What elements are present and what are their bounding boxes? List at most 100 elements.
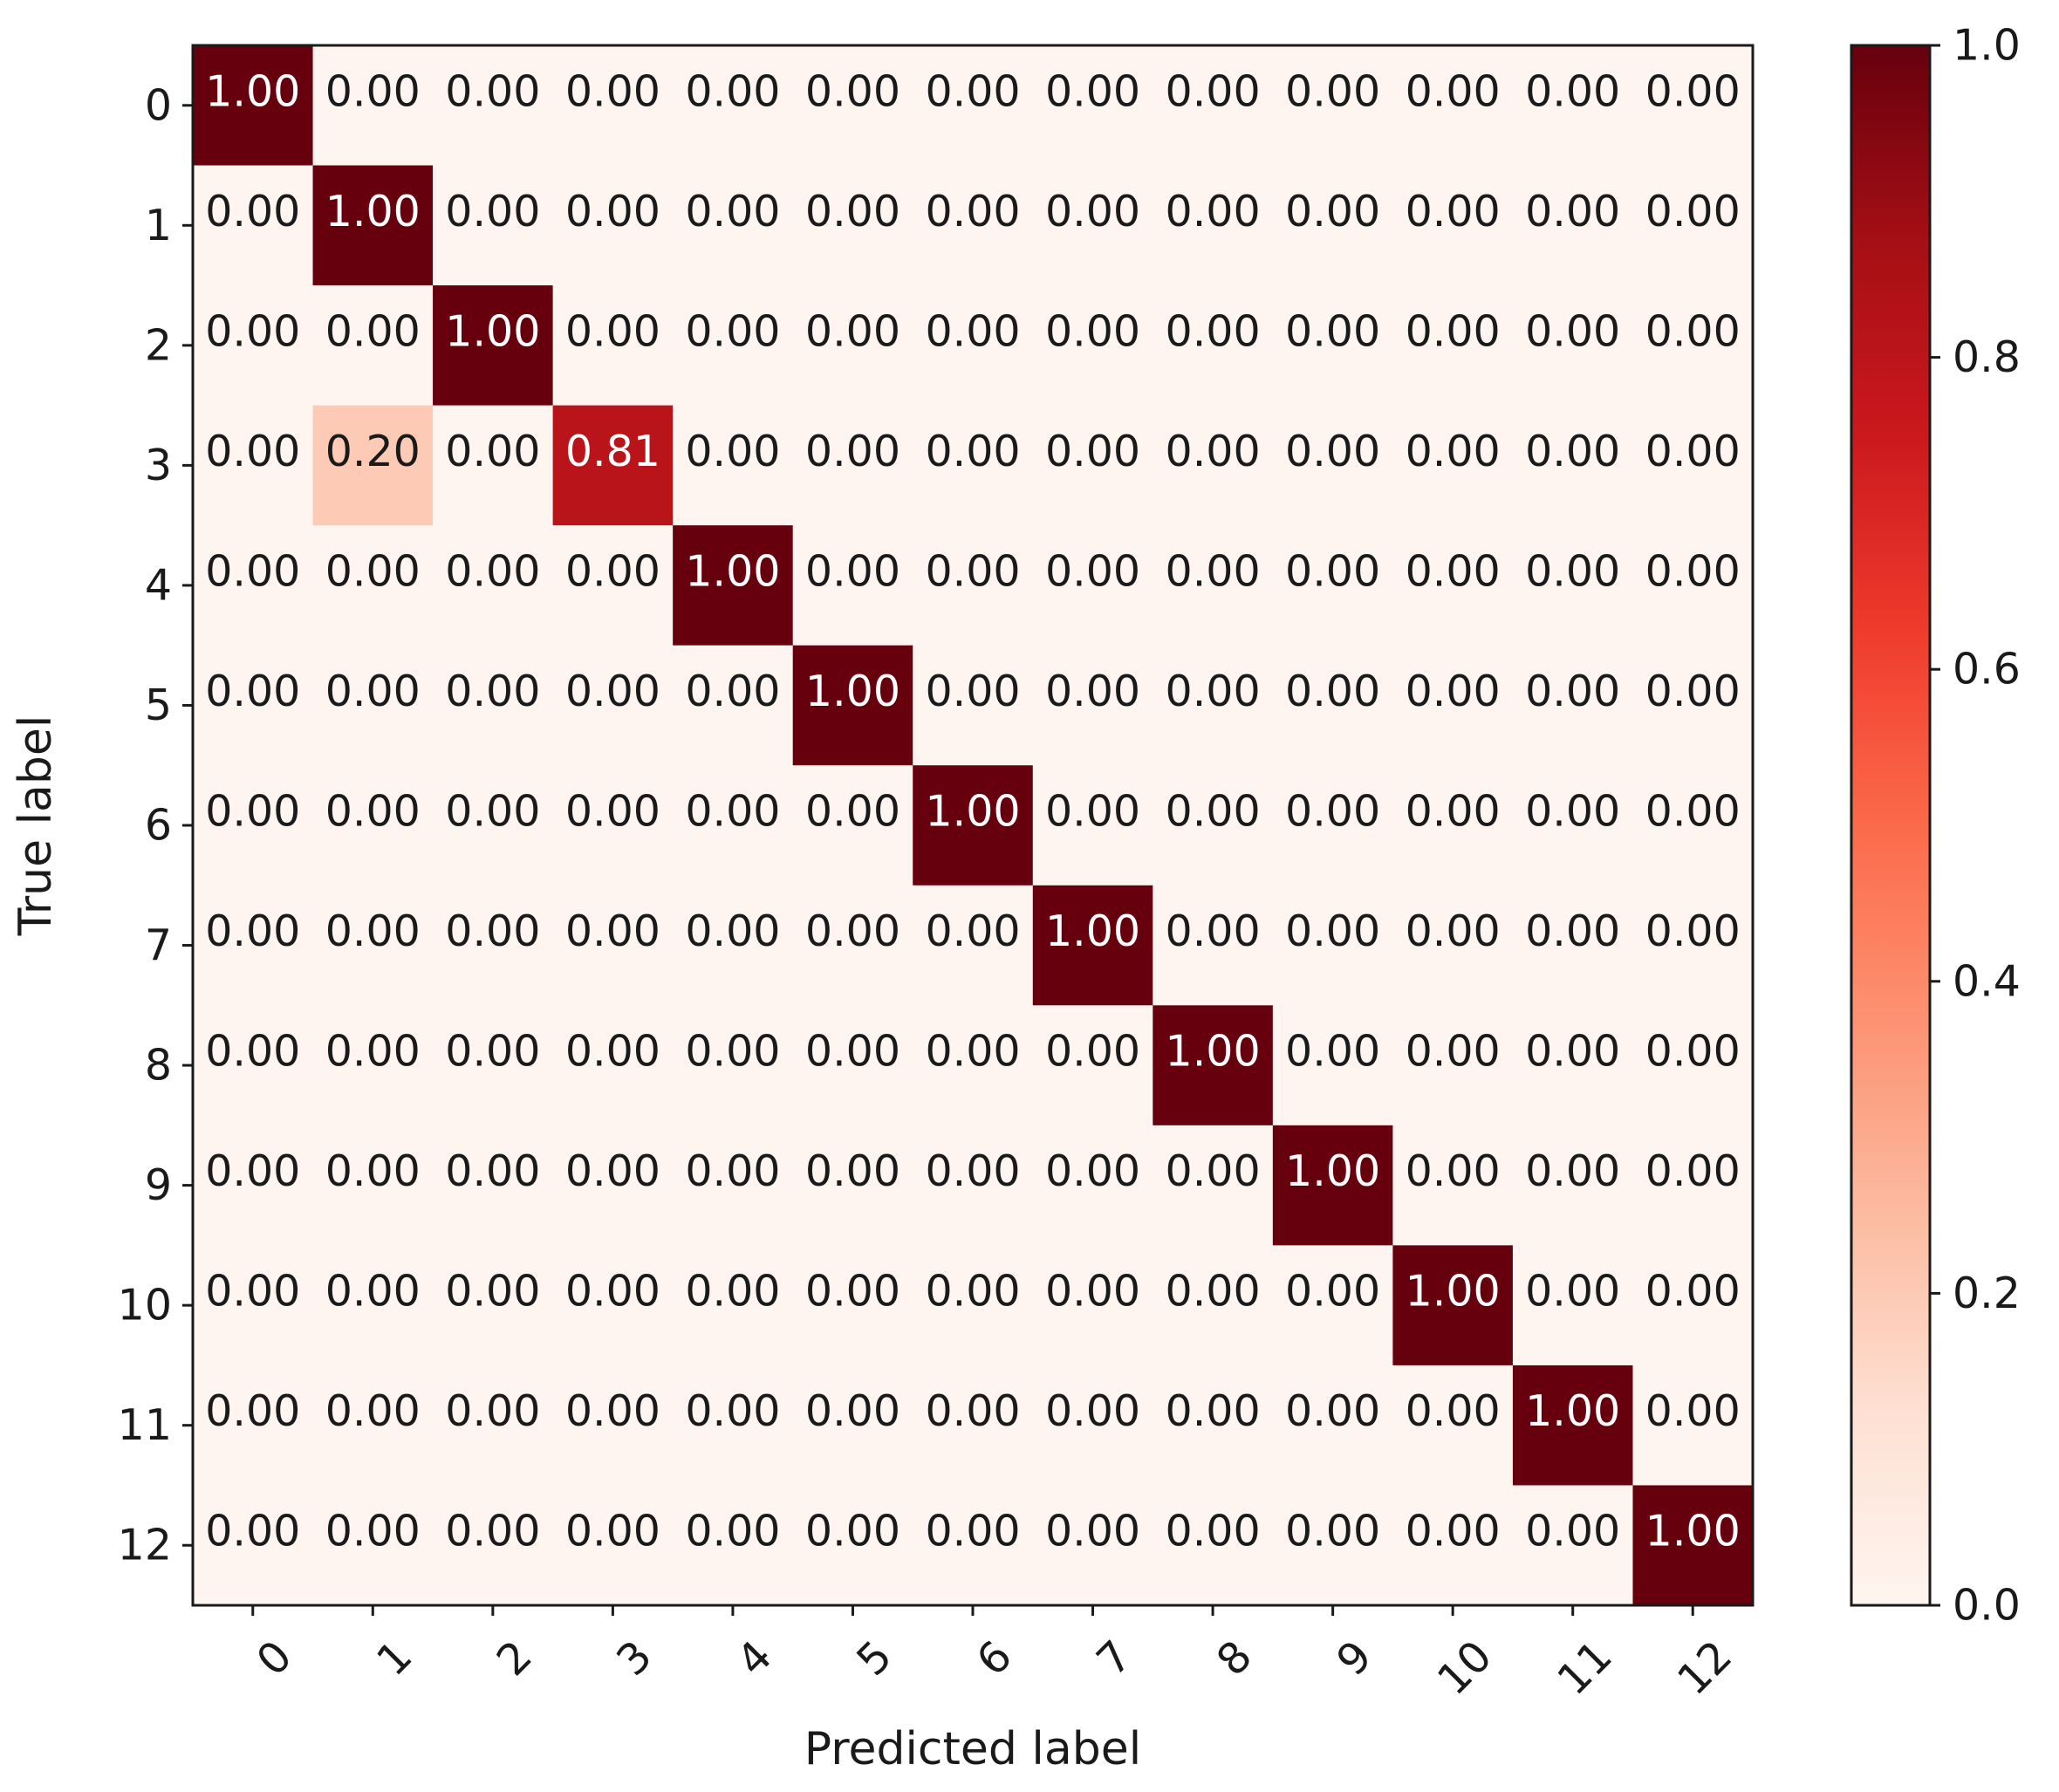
cell-value-label: 1.00	[805, 667, 900, 716]
heatmap-cell	[1392, 285, 1514, 407]
colorbar-tick-label: 0.8	[1953, 332, 2021, 382]
heatmap-cell	[913, 885, 1034, 1006]
heatmap-cell	[1153, 285, 1274, 407]
cell-value-label: 0.00	[925, 187, 1020, 236]
cell-value-label: 0.00	[445, 66, 540, 116]
cell-value-label: 0.00	[1166, 66, 1261, 116]
cell-value-label: 0.00	[445, 427, 540, 476]
heatmap-cell	[792, 405, 913, 526]
heatmap-cell	[552, 1485, 674, 1606]
cell-value-label: 0.00	[805, 187, 900, 236]
cell-value-label: 0.00	[805, 1146, 900, 1196]
cell-value-label: 0.00	[325, 546, 421, 596]
heatmap-cell	[792, 765, 913, 886]
cell-value-label: 0.00	[205, 1507, 300, 1556]
heatmap-cell	[552, 1125, 674, 1246]
heatmap-cell	[913, 1125, 1034, 1246]
heatmap-cell	[193, 1005, 314, 1126]
heatmap-cell	[673, 1365, 794, 1487]
heatmap-cell	[1392, 45, 1514, 167]
cell-value-label: 0.00	[565, 1507, 660, 1556]
cell-value-label: 0.00	[445, 787, 540, 837]
cell-value-label: 0.00	[1406, 1507, 1501, 1556]
heatmap-cell	[673, 285, 794, 407]
cell-value-label: 0.00	[1645, 1027, 1741, 1077]
heatmap-cell	[433, 45, 554, 167]
cell-value-label: 0.00	[1525, 667, 1620, 716]
cell-value-label: 0.00	[1285, 1027, 1380, 1077]
heatmap-cell	[673, 525, 794, 646]
cell-value-label: 0.00	[565, 187, 660, 236]
cell-value-label: 0.00	[1285, 187, 1380, 236]
cell-value-label: 0.00	[1406, 1386, 1501, 1436]
y-tick-label: 6	[145, 801, 172, 851]
cell-value-label: 0.00	[565, 1267, 660, 1317]
heatmap-cell	[1032, 1485, 1153, 1606]
heatmap-cell	[1272, 1245, 1393, 1366]
y-tick-label: 8	[145, 1041, 172, 1091]
heatmap-cell	[1032, 1005, 1153, 1126]
heatmap-cell	[1512, 885, 1634, 1006]
cell-value-label: 0.00	[205, 906, 300, 956]
cell-value-label: 0.00	[1525, 306, 1620, 356]
x-axis-ticks: 0 1 2 3 4 5 6 7 8 9 10 11 12	[247, 1605, 1741, 1705]
x-axis-label: Predicted label	[804, 1723, 1141, 1775]
heatmap-cell	[1512, 525, 1634, 646]
cell-value-label: 0.00	[685, 1386, 780, 1436]
cell-value-label: 0.00	[1645, 667, 1741, 716]
cell-value-label: 0.00	[1166, 1507, 1261, 1556]
heatmap-cell	[673, 405, 794, 526]
heatmap-cell	[1153, 1365, 1274, 1487]
heatmap-cell	[552, 765, 674, 886]
heatmap-cell	[1032, 165, 1153, 286]
heatmap-cell	[312, 1125, 434, 1246]
heatmap-cell	[1032, 405, 1153, 526]
heatmap-cell	[552, 405, 674, 526]
cell-value-label: 0.00	[1525, 66, 1620, 116]
cell-value-label: 0.00	[445, 1507, 540, 1556]
heatmap-cell	[913, 1365, 1034, 1487]
cell-value-label: 0.00	[1045, 187, 1140, 236]
y-tick-label: 10	[118, 1281, 172, 1330]
heatmap-cell	[312, 885, 434, 1006]
cell-value-label: 0.00	[1285, 306, 1380, 356]
heatmap-cell	[1272, 645, 1393, 766]
x-tick-label: 1	[367, 1631, 421, 1686]
cell-value-label: 0.00	[1166, 187, 1261, 236]
cell-value-label: 0.00	[925, 66, 1020, 116]
cell-value-label: 0.00	[685, 427, 780, 476]
x-tick-label: 4	[728, 1631, 782, 1686]
cell-value-label: 0.00	[925, 1507, 1020, 1556]
heatmap-cell	[433, 765, 554, 886]
cell-value-label: 0.00	[685, 667, 780, 716]
heatmap-cell	[1272, 1005, 1393, 1126]
cell-value-label: 0.00	[1406, 1146, 1501, 1196]
heatmap-cell	[1632, 1485, 1754, 1606]
heatmap-cell	[673, 165, 794, 286]
heatmap-cell	[1512, 45, 1634, 167]
cell-value-label: 0.00	[325, 1386, 421, 1436]
cell-value-label: 0.00	[325, 1267, 421, 1317]
cell-value-label: 0.00	[1525, 546, 1620, 596]
cell-value-label: 0.00	[1406, 667, 1501, 716]
heatmap-cell	[792, 1125, 913, 1246]
heatmap-cell	[193, 525, 314, 646]
x-tick-label: 10	[1428, 1631, 1501, 1705]
heatmap-cell	[1153, 1245, 1274, 1366]
heatmap-cell	[1272, 1485, 1393, 1606]
heatmap-cell	[193, 1485, 314, 1606]
cell-value-label: 0.00	[805, 306, 900, 356]
heatmap-cell	[433, 165, 554, 286]
cell-value-label: 0.00	[925, 906, 1020, 956]
x-tick-label: 12	[1668, 1631, 1741, 1705]
cell-value-label: 0.00	[1525, 187, 1620, 236]
cell-value-label: 0.00	[1045, 1507, 1140, 1556]
heatmap-cell	[312, 645, 434, 766]
heatmap-cell	[433, 1485, 554, 1606]
heatmap-cell	[1632, 165, 1754, 286]
cell-value-label: 0.00	[565, 667, 660, 716]
cell-value-label: 0.00	[325, 1027, 421, 1077]
cell-value-label: 0.00	[805, 1027, 900, 1077]
heatmap-cell	[193, 45, 314, 167]
cell-value-label: 0.20	[325, 427, 421, 476]
